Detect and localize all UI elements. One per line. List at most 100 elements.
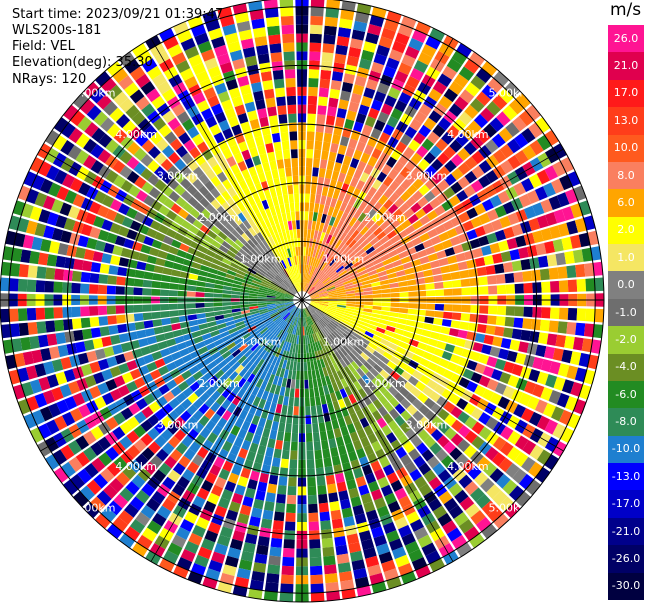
- velocity-gate: [335, 116, 345, 128]
- velocity-gate: [459, 321, 470, 331]
- velocity-gate: [303, 282, 306, 292]
- velocity-gate: [208, 559, 223, 573]
- velocity-gate: [387, 385, 399, 397]
- velocity-gate: [362, 242, 373, 252]
- velocity-gate: [101, 253, 112, 264]
- velocity-gate: [275, 317, 283, 325]
- velocity-gate: [418, 124, 432, 138]
- velocity-gate: [306, 238, 310, 248]
- velocity-gate: [175, 392, 187, 404]
- velocity-gate: [548, 267, 559, 280]
- velocity-gate: [485, 169, 499, 184]
- velocity-gate: [337, 27, 352, 38]
- velocity-gate: [319, 241, 326, 251]
- velocity-gate: [263, 330, 272, 339]
- velocity-gate: [341, 81, 353, 93]
- velocity-gate: [419, 357, 431, 368]
- velocity-gate: [307, 220, 313, 230]
- velocity-gate: [468, 533, 485, 549]
- velocity-gate: [186, 461, 200, 474]
- velocity-gate: [328, 151, 337, 162]
- velocity-gate: [432, 124, 446, 138]
- velocity-gate: [455, 252, 466, 263]
- velocity-gate: [372, 334, 383, 343]
- velocity-gate: [192, 495, 206, 509]
- velocity-gate: [237, 513, 250, 525]
- velocity-gate: [422, 351, 434, 361]
- velocity-gate: [332, 362, 340, 373]
- velocity-gate: [340, 579, 355, 591]
- velocity-gate: [552, 347, 564, 362]
- velocity-gate: [345, 354, 354, 364]
- velocity-gate: [267, 483, 277, 494]
- velocity-gate: [437, 408, 450, 421]
- velocity-gate: [391, 78, 405, 92]
- velocity-gate: [360, 276, 371, 283]
- velocity-gate: [187, 279, 198, 286]
- velocity-gate: [37, 252, 49, 266]
- range-ring-label: 2.00km: [198, 211, 240, 224]
- velocity-gate: [168, 435, 181, 449]
- velocity-gate: [532, 356, 544, 370]
- velocity-gate: [566, 265, 577, 279]
- velocity-gate: [99, 326, 110, 337]
- velocity-gate: [275, 87, 286, 98]
- velocity-gate: [592, 324, 603, 339]
- colorbar-tick-label: -1.0: [615, 305, 637, 319]
- velocity-gate: [312, 211, 318, 222]
- velocity-gate: [487, 506, 503, 523]
- velocity-gate: [337, 417, 346, 428]
- velocity-gate: [405, 196, 417, 208]
- velocity-gate: [585, 308, 595, 322]
- velocity-gate: [575, 264, 586, 278]
- velocity-gate: [382, 521, 397, 535]
- velocity-gate: [269, 546, 282, 557]
- velocity-gate: [384, 262, 394, 271]
- velocity-gate: [346, 264, 355, 272]
- velocity-gate: [307, 285, 314, 294]
- velocity-gate: [101, 506, 117, 523]
- velocity-gate: [285, 314, 292, 322]
- velocity-gate: [411, 29, 428, 43]
- velocity-gate: [207, 492, 220, 505]
- velocity-gate: [437, 73, 453, 88]
- velocity-gate: [191, 454, 204, 467]
- velocity-gate: [342, 234, 351, 244]
- velocity-gate: [196, 313, 206, 320]
- velocity-gate: [277, 395, 284, 405]
- velocity-gate: [291, 370, 297, 380]
- velocity-gate: [463, 402, 476, 416]
- velocity-gate: [414, 111, 428, 124]
- velocity-gate: [459, 496, 475, 511]
- velocity-gate: [187, 392, 199, 404]
- velocity-gate: [350, 496, 362, 508]
- velocity-gate: [352, 315, 362, 321]
- velocity-gate: [147, 441, 161, 455]
- velocity-gate: [556, 192, 570, 208]
- velocity-gate: [474, 384, 487, 397]
- velocity-gate: [335, 265, 345, 273]
- velocity-gate: [189, 441, 201, 454]
- velocity-gate: [309, 325, 314, 335]
- velocity-gate: [540, 199, 553, 214]
- velocity-gate: [321, 403, 329, 414]
- velocity-gate: [297, 317, 300, 327]
- velocity-gate: [305, 308, 310, 317]
- velocity-gate: [151, 304, 161, 312]
- velocity-gate: [129, 496, 145, 511]
- velocity-gate: [536, 415, 551, 431]
- velocity-gate: [231, 492, 244, 505]
- velocity-gate: [339, 453, 350, 464]
- velocity-gate: [406, 246, 417, 256]
- velocity-gate: [288, 305, 296, 313]
- velocity-gate: [532, 383, 545, 398]
- velocity-gate: [277, 376, 284, 387]
- velocity-gate: [340, 90, 351, 102]
- velocity-gate: [306, 325, 311, 335]
- velocity-gate: [437, 152, 450, 165]
- velocity-gate: [546, 254, 558, 267]
- velocity-gate: [234, 352, 244, 361]
- velocity-gate: [443, 145, 457, 159]
- velocity-gate: [506, 446, 521, 462]
- velocity-gate: [238, 367, 248, 378]
